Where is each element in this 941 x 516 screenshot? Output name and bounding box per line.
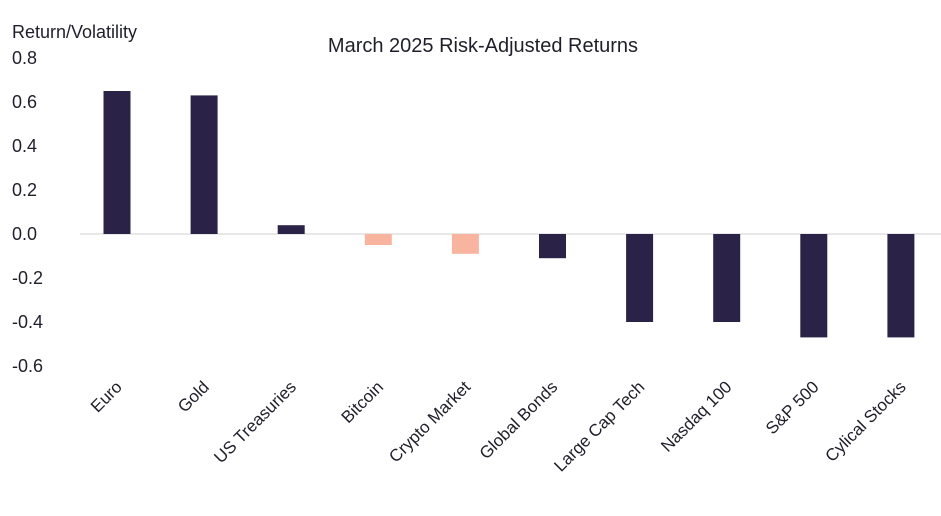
x-tick-label: Nasdaq 100 bbox=[657, 377, 735, 455]
bar-crypto-market bbox=[451, 234, 479, 254]
x-tick-label: Cylical Stocks bbox=[821, 377, 909, 465]
x-tick-label: Bitcoin bbox=[338, 377, 388, 427]
y-tick-label: 0.8 bbox=[12, 48, 37, 68]
chart-title: March 2025 Risk-Adjusted Returns bbox=[328, 35, 638, 57]
bar-global-bonds bbox=[539, 234, 566, 259]
bar-nasdaq-100 bbox=[713, 234, 741, 322]
y-axis-label: Return/Volatility bbox=[12, 22, 137, 42]
bar-s-p-500 bbox=[800, 234, 828, 338]
y-tick-label: -0.2 bbox=[12, 268, 43, 288]
y-tick-label: -0.4 bbox=[12, 312, 43, 332]
x-tick-label: US Treasuries bbox=[210, 377, 300, 467]
y-tick-label: -0.6 bbox=[12, 356, 43, 376]
bars bbox=[103, 91, 915, 338]
bar-euro bbox=[103, 91, 131, 234]
x-tick-label: Large Cap Tech bbox=[550, 377, 648, 475]
y-axis-ticks: 0.8 0.6 0.4 0.2 0.0 -0.2 -0.4 -0.6 bbox=[12, 48, 43, 376]
bar-bitcoin bbox=[364, 234, 392, 245]
x-tick-label: Gold bbox=[174, 377, 213, 416]
y-tick-label: 0.0 bbox=[12, 224, 37, 244]
bar-large-cap-tech bbox=[626, 234, 654, 322]
x-tick-label: Crypto Market bbox=[385, 377, 474, 466]
x-tick-label: S&P 500 bbox=[762, 377, 823, 438]
x-tick-label: Global Bonds bbox=[476, 377, 562, 463]
bar-cylical-stocks bbox=[887, 234, 915, 338]
y-tick-label: 0.2 bbox=[12, 180, 37, 200]
bar-gold bbox=[190, 95, 218, 235]
y-tick-label: 0.4 bbox=[12, 136, 37, 156]
bar-us-treasuries bbox=[277, 225, 305, 234]
y-tick-label: 0.6 bbox=[12, 92, 37, 112]
x-tick-label: Euro bbox=[87, 377, 126, 416]
